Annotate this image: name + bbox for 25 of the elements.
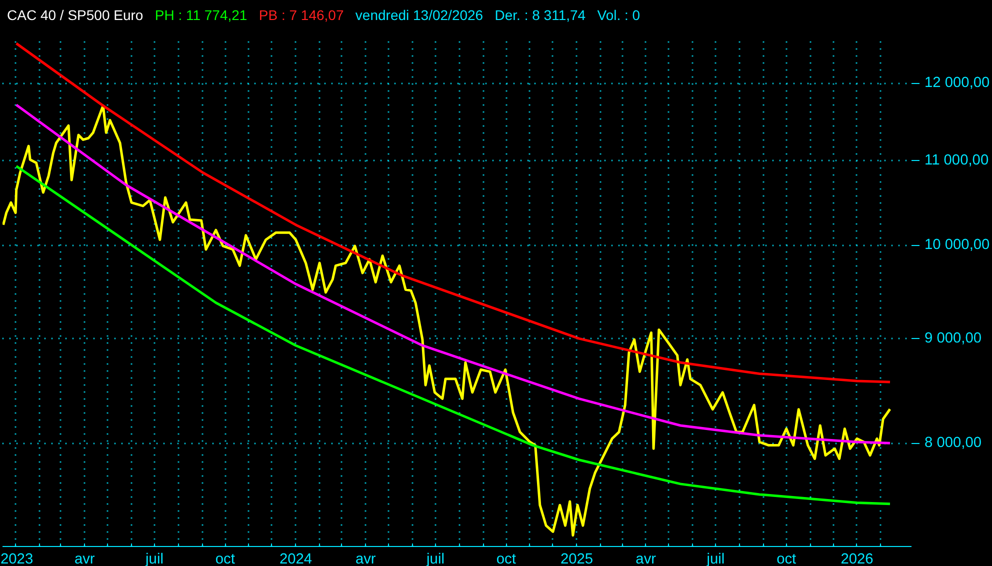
x-tick-label: avr <box>74 552 95 566</box>
y-tick-label: 11 000,00 <box>924 152 989 168</box>
y-tick-label: 8 000,00 <box>924 435 982 452</box>
text: PB : 7 146,07 <box>258 7 344 23</box>
line-series <box>15 42 892 384</box>
x-tick-label: avr <box>636 552 656 566</box>
line-series <box>15 164 892 506</box>
x-tick-label: oct <box>776 552 796 566</box>
text: Vol. : 0 <box>597 7 640 23</box>
x-tick-label: 2026 <box>840 552 874 566</box>
x-tick-label: 2023 <box>0 552 34 566</box>
text: Der. : 8 311,74 <box>494 7 586 23</box>
y-tick-label: 9 000,00 <box>924 330 982 347</box>
x-tick-label: 2024 <box>279 552 312 566</box>
x-tick-label: oct <box>496 552 516 566</box>
text: vendredi 13/02/2026 <box>355 7 484 23</box>
line-series <box>15 104 892 444</box>
line-series <box>2 104 892 537</box>
text: PH : 11 774,21 <box>154 7 248 23</box>
y-tick-label: 12 000,00 <box>924 75 990 92</box>
chart-title: CAC 40 / SP500 Euro <box>7 7 144 23</box>
x-tick-label: oct <box>215 552 235 566</box>
x-tick-label: avr <box>355 552 376 566</box>
y-tick-label: 10 000,00 <box>924 237 990 254</box>
x-tick-label: 2025 <box>560 552 594 566</box>
